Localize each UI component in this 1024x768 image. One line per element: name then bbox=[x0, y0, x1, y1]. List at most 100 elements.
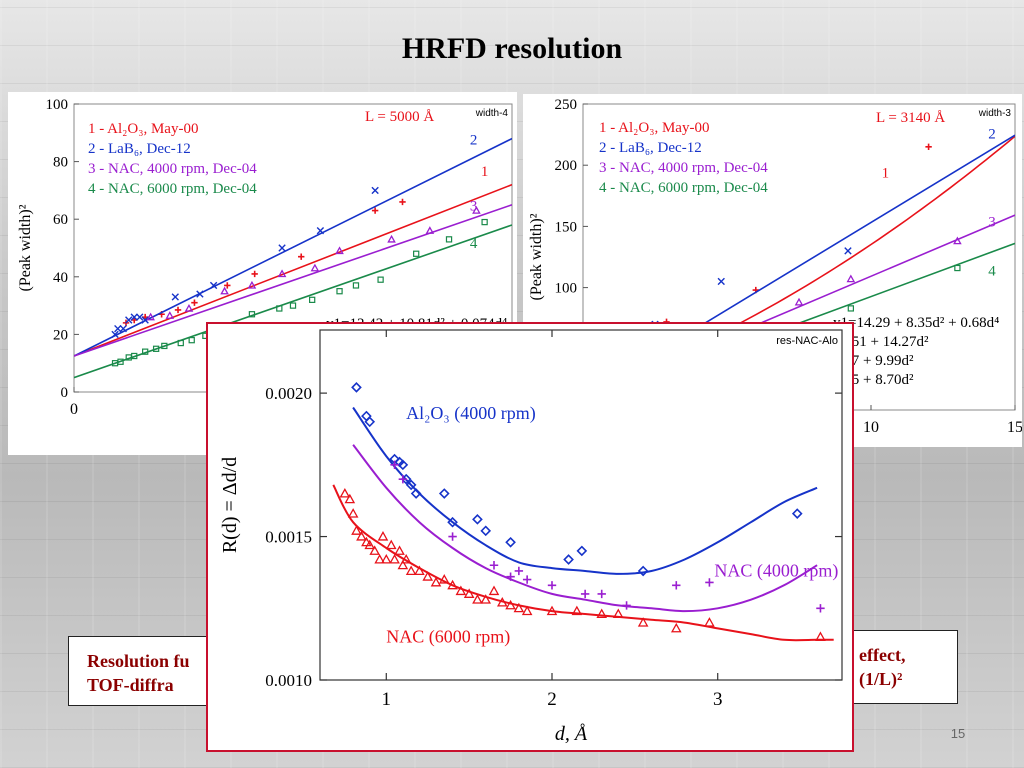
plot-area bbox=[332, 382, 834, 642]
data-point-series-2 bbox=[278, 244, 286, 252]
data-point-series-4 bbox=[352, 282, 360, 289]
legend-entry: 1 - Al₂O₃, May-00 bbox=[599, 120, 709, 136]
data-point bbox=[455, 585, 467, 596]
data-point bbox=[505, 599, 516, 610]
data-point-series-2 bbox=[171, 293, 179, 301]
series-label: 3 bbox=[988, 214, 996, 230]
data-point-series-2 bbox=[316, 227, 325, 235]
data-point-series-4 bbox=[309, 296, 316, 303]
data-point bbox=[637, 617, 649, 627]
data-point bbox=[612, 608, 624, 619]
data-point bbox=[791, 508, 803, 519]
data-point-series-4 bbox=[481, 218, 488, 226]
data-point bbox=[522, 575, 532, 584]
data-point-series-1 bbox=[399, 198, 406, 206]
chart-tag: width-4 bbox=[475, 108, 509, 119]
data-point bbox=[622, 601, 631, 610]
data-point-series-4 bbox=[188, 337, 195, 344]
fit-line-4 bbox=[74, 224, 512, 379]
data-point bbox=[410, 488, 422, 499]
data-point-series-2 bbox=[111, 330, 119, 339]
data-point-series-1 bbox=[224, 282, 231, 289]
data-point-series-4 bbox=[276, 305, 283, 312]
fit-formula: y1=14.29 + 8.35d² + 0.68d⁴ bbox=[833, 315, 999, 331]
data-point-series-3 bbox=[472, 206, 481, 214]
data-point-series-4 bbox=[289, 302, 297, 309]
fit-curve bbox=[352, 444, 818, 613]
page-number: 15 bbox=[950, 726, 966, 741]
data-point-series-4 bbox=[131, 352, 138, 360]
data-point-series-3 bbox=[794, 297, 804, 306]
data-point bbox=[389, 553, 400, 564]
data-point-series-4 bbox=[336, 288, 343, 295]
data-point-series-3 bbox=[146, 312, 155, 321]
data-point bbox=[422, 571, 434, 581]
data-point-series-2 bbox=[125, 316, 133, 324]
data-point-series-4 bbox=[377, 276, 384, 283]
data-point bbox=[546, 605, 558, 616]
data-point bbox=[405, 479, 417, 491]
series-label: 1 bbox=[882, 165, 890, 181]
data-point-series-3 bbox=[846, 274, 856, 283]
data-point bbox=[351, 525, 362, 535]
y-tick-label: 0.0010 bbox=[265, 671, 312, 690]
data-point bbox=[637, 565, 649, 577]
data-point-series-4 bbox=[161, 342, 168, 350]
slide-title: HRFD resolution bbox=[401, 32, 623, 65]
data-point bbox=[364, 416, 376, 428]
data-point bbox=[400, 553, 412, 564]
data-point bbox=[496, 597, 508, 607]
chart-resolution: 0.0010 0.0015 0.0020 1 2 3 d, Å R(d) = Δd/d res-… bbox=[219, 329, 843, 745]
note-right-line-1: effect, bbox=[859, 645, 906, 665]
y-tick-label: 60 bbox=[53, 212, 68, 228]
series-label: 1 bbox=[481, 164, 489, 180]
data-point bbox=[414, 565, 425, 575]
series-label: NAC (4000 rpm) bbox=[714, 561, 838, 582]
data-point-series-4 bbox=[954, 264, 961, 272]
note-left-line-1: Resolution fu bbox=[87, 651, 190, 671]
data-point bbox=[472, 514, 483, 525]
y-tick-label: 80 bbox=[53, 155, 68, 171]
data-point bbox=[390, 460, 399, 470]
data-point bbox=[463, 588, 475, 598]
data-point-series-2 bbox=[114, 324, 122, 333]
y-tick-label: 40 bbox=[53, 270, 68, 286]
data-point-series-4 bbox=[445, 236, 453, 243]
data-point bbox=[374, 553, 385, 564]
y-tick-label: 100 bbox=[555, 281, 578, 297]
note-box-left: Resolution fu TOF-diffra bbox=[68, 636, 210, 706]
data-point bbox=[816, 604, 825, 613]
data-point-series-3 bbox=[953, 236, 962, 245]
data-point bbox=[521, 605, 533, 616]
data-point-series-2 bbox=[130, 313, 138, 321]
data-point bbox=[347, 508, 359, 518]
x-tick-label: 1 bbox=[382, 689, 392, 710]
data-point bbox=[571, 605, 583, 616]
data-point bbox=[480, 525, 492, 537]
data-point bbox=[377, 531, 389, 541]
data-point-series-1 bbox=[251, 270, 258, 278]
y-axis-label: R(d) = Δd/d bbox=[219, 457, 241, 553]
series-label: 2 bbox=[470, 132, 478, 148]
fit-line-1 bbox=[74, 183, 512, 357]
data-point-series-4 bbox=[413, 250, 420, 257]
legend-entry: 3 - NAC, 4000 rpm, Dec-04 bbox=[88, 161, 257, 177]
data-point bbox=[547, 581, 557, 590]
data-point-series-2 bbox=[141, 316, 149, 324]
data-point-series-3 bbox=[184, 303, 194, 312]
x-tick-label: 2 bbox=[547, 689, 557, 710]
data-point-series-2 bbox=[196, 290, 204, 298]
data-point bbox=[339, 487, 351, 498]
data-point-series-4 bbox=[142, 348, 149, 355]
data-point bbox=[385, 539, 397, 550]
data-point bbox=[430, 576, 442, 587]
data-point-series-4 bbox=[248, 311, 256, 318]
data-point bbox=[563, 554, 574, 565]
data-point bbox=[705, 578, 714, 587]
chart-panel-inset: 0.0010 0.0015 0.0020 1 2 3 d, Å R(d) = Δd/d res-… bbox=[206, 322, 854, 752]
data-point-series-4 bbox=[117, 358, 124, 365]
data-point bbox=[489, 561, 499, 570]
data-point-series-2 bbox=[717, 277, 725, 286]
x-tick-label: 15 bbox=[1007, 419, 1022, 436]
data-point-series-4 bbox=[177, 339, 184, 347]
